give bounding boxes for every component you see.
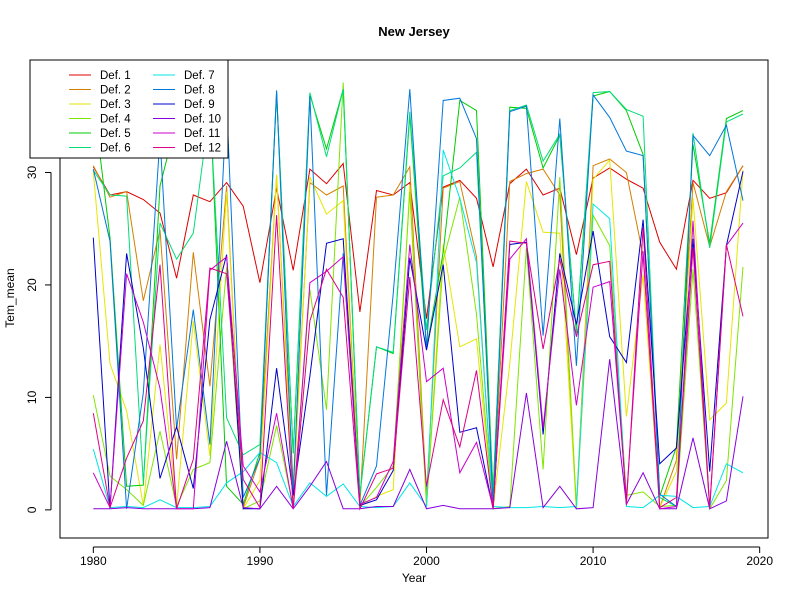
legend-label: Def. 4 [100,114,131,126]
legend: Def. 1 Def. 2 Def. 3 Def. 4 Def. 5 Def. 6 Def.… [29,59,229,159]
y-tick-label: 0 [25,506,39,513]
legend-label: Def. 10 [184,114,221,126]
series-line-def-11 [92,220,744,510]
x-tick-label: 2010 [580,554,607,568]
y-axis-label: Tem_mean [3,268,17,327]
legend-label: Def. 12 [184,143,221,155]
series-layer [92,82,744,511]
legend-label: Def. 9 [184,99,215,111]
x-tick-label: 1990 [247,554,274,568]
y-axis: 0 10 20 30 [25,165,52,513]
legend-label: Def. 7 [184,70,215,82]
y-tick-label: 20 [25,278,39,292]
legend-label: Def. 3 [100,99,131,111]
series-line-def-12 [92,215,744,511]
legend-label: Def. 8 [184,85,215,97]
y-tick-label: 30 [25,165,39,179]
plot-frame [59,59,769,539]
legend-label: Def. 2 [100,85,131,97]
x-axis: 1980 1990 2000 2010 2020 [80,546,773,568]
y-tick-label: 10 [25,390,39,404]
series-line-def-9 [92,171,744,510]
series-line-def-7 [92,149,744,509]
x-axis-label: Year [402,571,426,585]
series-line-def-1 [92,162,744,319]
chart-title: New Jersey [378,24,450,39]
x-tick-label: 2000 [413,554,440,568]
legend-label: Def. 6 [100,143,131,155]
legend-label: Def. 11 [184,128,220,140]
legend-label: Def. 1 [100,70,131,82]
series-line-def-2 [92,158,744,509]
legend-label: Def. 5 [100,128,131,140]
series-line-def-10 [93,359,744,510]
x-tick-label: 1980 [80,554,107,568]
series-line-def-4 [92,82,744,511]
x-tick-label: 2020 [746,554,773,568]
series-line-def-8 [92,89,744,509]
legend-box [29,59,229,159]
